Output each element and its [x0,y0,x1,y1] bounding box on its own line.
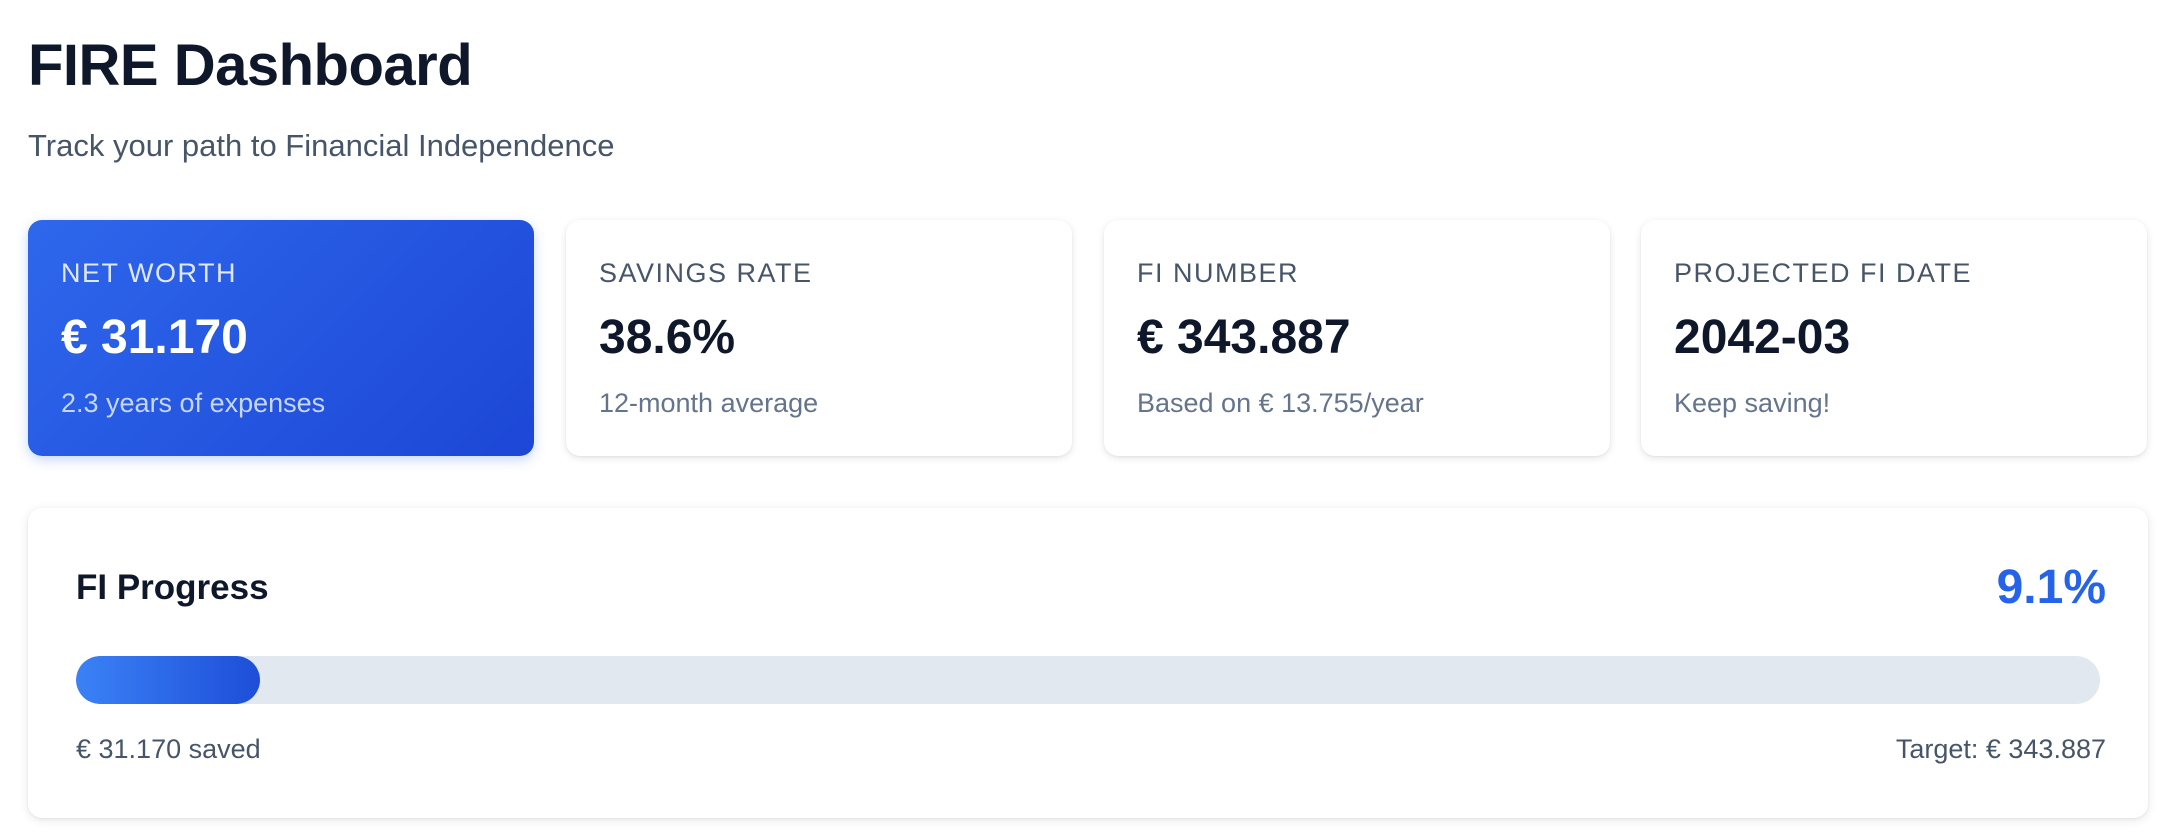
savings-rate-card: SAVINGS RATE 38.6% 12-month average [566,220,1072,456]
fi-progress-title: FI Progress [76,568,269,607]
projected-fi-date-label: PROJECTED FI DATE [1674,258,1973,288]
projected-fi-date-note: Keep saving! [1674,388,1831,418]
page-title: FIRE Dashboard [28,33,473,98]
savings-rate-label: SAVINGS RATE [599,258,813,288]
fi-number-note: Based on € 13.755/year [1137,388,1424,418]
fi-progress-target: Target: € 343.887 [1895,734,2106,764]
fi-number-label: FI NUMBER [1137,258,1299,288]
net-worth-card: NET WORTH € 31.170 2.3 years of expenses [28,220,534,456]
page-subtitle: Track your path to Financial Independenc… [28,128,615,163]
fi-number-value: € 343.887 [1137,311,1351,364]
fi-progress-fill [76,656,261,704]
fi-number-card: FI NUMBER € 343.887 Based on € 13.755/ye… [1104,220,1610,456]
savings-rate-value: 38.6% [599,311,736,364]
projected-fi-date-card: PROJECTED FI DATE 2042-03 Keep saving! [1641,220,2147,456]
projected-fi-date-value: 2042-03 [1674,311,1851,364]
net-worth-value: € 31.170 [61,311,248,364]
fi-progress-card: FI Progress 9.1% € 31.170 saved Target: … [28,508,2148,818]
fi-progress-percent: 9.1% [1996,561,2106,614]
net-worth-note: 2.3 years of expenses [61,388,326,418]
net-worth-label: NET WORTH [61,258,238,288]
savings-rate-note: 12-month average [599,388,819,418]
fi-progress-track [76,656,2100,704]
fi-progress-saved: € 31.170 saved [76,734,261,764]
